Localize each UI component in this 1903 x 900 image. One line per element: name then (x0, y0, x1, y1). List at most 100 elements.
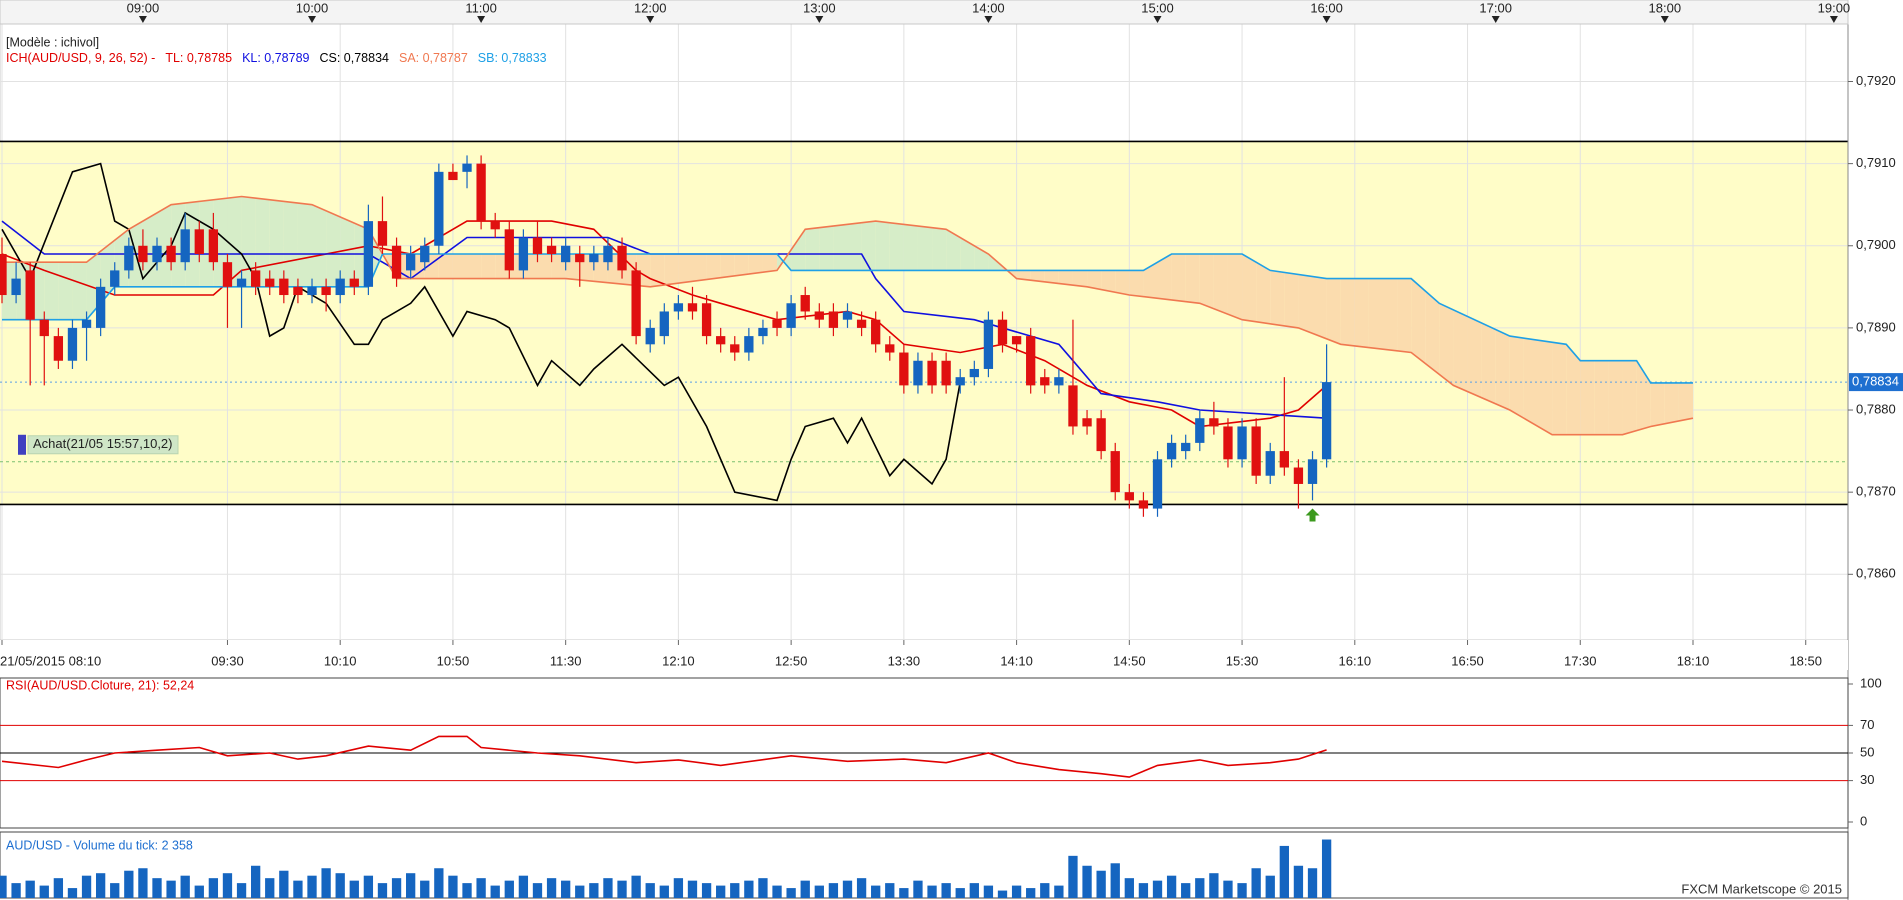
cloud-fill (889, 222, 904, 271)
cloud-fill (720, 253, 735, 278)
candle-body (1011, 336, 1022, 345)
candle-body (279, 278, 289, 296)
candle-body (25, 270, 35, 320)
cloud-fill (537, 253, 552, 279)
tick-mark (1491, 16, 1500, 23)
cloud-fill (1594, 360, 1609, 435)
volume-bar (124, 870, 134, 898)
cloud-fill (1608, 360, 1623, 435)
volume-bar (842, 880, 853, 898)
volume-bar (1124, 878, 1134, 898)
x-tick-label: 21/05/2015 08:10 (0, 653, 101, 668)
y-tick-label: 0,7920 (1856, 73, 1896, 88)
volume-bar (1307, 868, 1318, 898)
volume-bar (1152, 880, 1163, 898)
cloud-fill (1453, 309, 1468, 392)
candle-body (39, 319, 49, 337)
candle-body (335, 278, 345, 296)
candle-body (293, 286, 303, 296)
candle-body (1054, 377, 1064, 386)
top-x-tick-label: 09:00 (127, 0, 160, 15)
candle-body (899, 352, 909, 386)
candle-body (222, 262, 233, 287)
volume-bar (0, 875, 7, 898)
candle-body (1279, 451, 1289, 468)
cloud-fill (974, 245, 989, 271)
cloud-fill (762, 253, 778, 273)
candle-body (532, 237, 543, 254)
volume-bar (828, 883, 839, 898)
volume-bar (1265, 875, 1275, 898)
cloud-fill (58, 262, 73, 320)
volume-bar (856, 878, 867, 898)
x-tick-label: 14:50 (1113, 653, 1146, 668)
cloud-fill (1185, 253, 1200, 304)
top-x-tick-label: 17:00 (1479, 0, 1512, 15)
y-tick-label: 0,7880 (1856, 401, 1896, 416)
x-tick-label: 14:10 (1000, 653, 1033, 668)
candle-body (744, 336, 754, 353)
tick-mark (1660, 16, 1669, 23)
volume-bar (1054, 885, 1064, 898)
volume-bar (561, 880, 571, 898)
top-x-tick-label: 15:00 (1141, 0, 1174, 15)
candle-body (659, 311, 669, 337)
candle-body (1166, 442, 1177, 460)
candle-body (265, 278, 275, 287)
volume-bar (1166, 875, 1177, 898)
volume-bar (941, 883, 951, 898)
cloud-fill (734, 253, 749, 276)
candle-body (885, 344, 895, 353)
indicator-line (2, 195, 1694, 436)
volume-bar (1011, 885, 1022, 898)
cloud-fill (1312, 276, 1327, 339)
volume-bar (363, 875, 374, 898)
y-tick-label: 0 (1860, 813, 1867, 828)
cloud-fill (706, 253, 721, 280)
volume-bar (659, 885, 669, 898)
cloud-fill (1270, 270, 1285, 326)
volume-bar (546, 878, 557, 898)
volume-bar (166, 880, 176, 898)
indicator-legend: ICH(AUD/USD, 9, 26, 52) - TL: 0,78785 KL: … (6, 51, 547, 65)
volume-bar (349, 880, 359, 898)
legend-entry: KL: 0,78789 (242, 51, 309, 65)
cloud-fill (917, 226, 933, 271)
volume-bar (786, 888, 796, 898)
volume-bar (138, 868, 148, 898)
cloud-fill (1101, 270, 1116, 293)
cloud-fill (438, 253, 453, 279)
cloud-fill (1171, 253, 1186, 302)
volume-bar (321, 868, 331, 898)
credit: FXCM Marketscope © 2015 (1681, 881, 1842, 896)
candle-body (701, 303, 712, 337)
candle-body (504, 229, 514, 271)
candle-body (67, 327, 78, 361)
top-x-tick-label: 11:00 (465, 0, 497, 15)
candle-body (476, 163, 486, 222)
x-tick-label: 18:50 (1789, 653, 1822, 668)
candle-body (617, 245, 627, 271)
cloud-fill (1411, 278, 1426, 364)
candle-body (110, 270, 120, 287)
cloud-fill (678, 253, 693, 284)
volume-bar (434, 868, 444, 898)
candle-body (997, 319, 1008, 345)
cloud-fill (1552, 342, 1567, 435)
candle-body (800, 295, 810, 312)
candle-body (1138, 500, 1149, 509)
volume-bar (927, 885, 937, 898)
candle-body (814, 311, 824, 320)
top-x-tick-label: 12:00 (634, 0, 667, 15)
volume-bar (462, 883, 472, 898)
volume-bar (222, 873, 233, 898)
x-tick-label: 10:50 (437, 653, 470, 668)
signal-arrow (1305, 508, 1320, 522)
volume-bar (194, 885, 204, 898)
cloud-fill (1298, 274, 1313, 334)
cloud-fill (1072, 270, 1088, 287)
volume-bar (673, 878, 684, 898)
signal-marker (18, 434, 26, 455)
candle-body (983, 319, 994, 369)
legend-entry: TL: 0,78785 (165, 51, 232, 65)
